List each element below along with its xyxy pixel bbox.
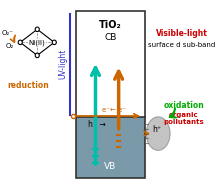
Text: h⁺: h⁺ [152,125,161,134]
Text: oxidation: oxidation [163,101,204,110]
Text: Visible-light: Visible-light [156,29,208,38]
Text: VB: VB [104,162,117,171]
Text: h⁺ →: h⁺ → [88,120,106,129]
Circle shape [35,53,39,58]
Text: UV-light: UV-light [58,49,67,79]
Text: organic
pollutants: organic pollutants [163,112,204,125]
Text: O₂: O₂ [5,43,13,49]
Circle shape [35,27,39,32]
Circle shape [18,40,22,45]
Text: reduction: reduction [8,81,50,91]
Bar [76,11,145,178]
Circle shape [52,40,56,45]
Text: Ni(II): Ni(II) [29,39,46,46]
FancyBboxPatch shape [76,117,145,178]
Text: CB: CB [104,33,117,42]
Text: surface d sub-band: surface d sub-band [148,42,216,48]
FancyBboxPatch shape [76,11,145,117]
Text: e⁻← e⁻: e⁻← e⁻ [102,107,126,113]
Text: TiO₂: TiO₂ [99,20,122,30]
Text: O₂⁻: O₂⁻ [1,30,13,36]
Ellipse shape [146,117,170,150]
